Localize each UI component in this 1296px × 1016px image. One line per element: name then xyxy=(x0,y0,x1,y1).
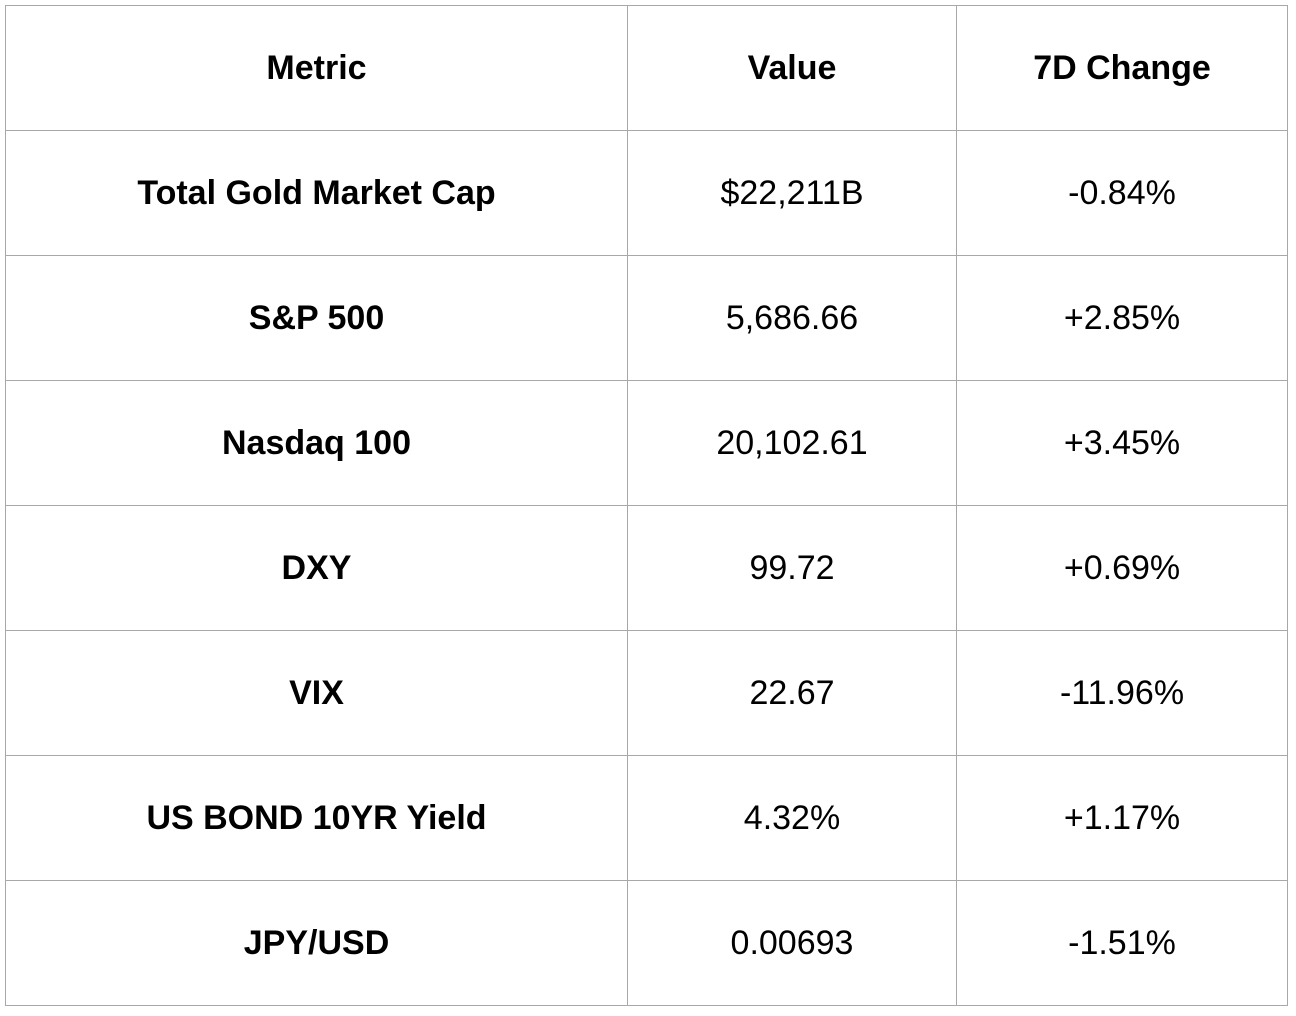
metric-change: -0.84% xyxy=(956,130,1288,256)
metric-change: -11.96% xyxy=(956,630,1288,756)
metrics-table: Metric Value 7D Change Total Gold Market… xyxy=(5,5,1288,1006)
metric-value: 4.32% xyxy=(627,755,957,881)
table-row: Total Gold Market Cap $22,211B -0.84% xyxy=(5,130,1288,256)
metric-name: JPY/USD xyxy=(5,880,628,1006)
table-header: Metric Value 7D Change xyxy=(5,5,1288,131)
metric-change: +0.69% xyxy=(956,505,1288,631)
metric-name: Total Gold Market Cap xyxy=(5,130,628,256)
table-row: VIX 22.67 -11.96% xyxy=(5,630,1288,756)
metric-change: +1.17% xyxy=(956,755,1288,881)
table-row: DXY 99.72 +0.69% xyxy=(5,505,1288,631)
header-7d-change: 7D Change xyxy=(956,5,1288,131)
metric-name: US BOND 10YR Yield xyxy=(5,755,628,881)
table-row: Nasdaq 100 20,102.61 +3.45% xyxy=(5,380,1288,506)
metric-value: 5,686.66 xyxy=(627,255,957,381)
metric-name: VIX xyxy=(5,630,628,756)
table-body: Total Gold Market Cap $22,211B -0.84% S&… xyxy=(5,130,1288,1006)
table-row: JPY/USD 0.00693 -1.51% xyxy=(5,880,1288,1006)
metric-value: 22.67 xyxy=(627,630,957,756)
metric-change: +2.85% xyxy=(956,255,1288,381)
header-metric: Metric xyxy=(5,5,628,131)
table-row: S&P 500 5,686.66 +2.85% xyxy=(5,255,1288,381)
metric-value: 20,102.61 xyxy=(627,380,957,506)
metric-change: -1.51% xyxy=(956,880,1288,1006)
metric-value: 0.00693 xyxy=(627,880,957,1006)
metric-name: S&P 500 xyxy=(5,255,628,381)
metric-name: Nasdaq 100 xyxy=(5,380,628,506)
header-value: Value xyxy=(627,5,957,131)
metric-value: $22,211B xyxy=(627,130,957,256)
metric-change: +3.45% xyxy=(956,380,1288,506)
header-row: Metric Value 7D Change xyxy=(5,5,1288,131)
metric-name: DXY xyxy=(5,505,628,631)
metric-value: 99.72 xyxy=(627,505,957,631)
table-row: US BOND 10YR Yield 4.32% +1.17% xyxy=(5,755,1288,881)
